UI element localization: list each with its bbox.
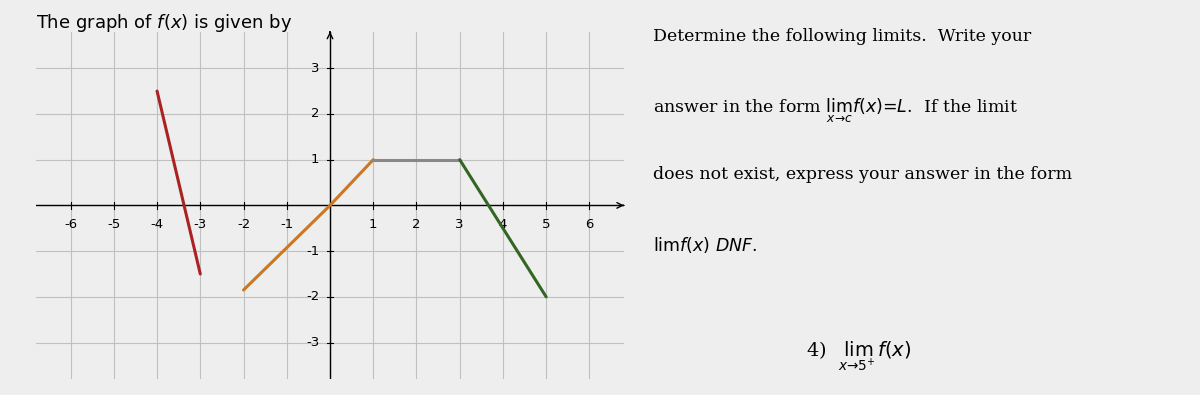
Text: $\lim f(x)\ DNF$.: $\lim f(x)\ DNF$. <box>653 235 757 255</box>
Text: -6: -6 <box>64 218 77 231</box>
Text: -5: -5 <box>107 218 120 231</box>
Text: -1: -1 <box>306 245 319 258</box>
Text: 3: 3 <box>311 62 319 75</box>
Text: 5: 5 <box>542 218 551 231</box>
Text: 4: 4 <box>499 218 508 231</box>
Text: answer in the form $\lim_{x \to c} f(x) = L$.  If the limit: answer in the form $\lim_{x \to c} f(x) … <box>653 97 1018 125</box>
Text: -3: -3 <box>306 336 319 349</box>
Text: 6: 6 <box>586 218 594 231</box>
Text: 2: 2 <box>311 107 319 120</box>
Text: does not exist, express your answer in the form: does not exist, express your answer in t… <box>653 166 1072 183</box>
Text: -2: -2 <box>306 290 319 303</box>
Text: 1: 1 <box>368 218 378 231</box>
Text: -4: -4 <box>150 218 163 231</box>
Text: -1: -1 <box>280 218 293 231</box>
Text: 4)  $\lim_{x \to 5^+} f(x)$: 4) $\lim_{x \to 5^+} f(x)$ <box>806 339 911 372</box>
Text: Determine the following limits.  Write your: Determine the following limits. Write yo… <box>653 28 1031 45</box>
Text: 3: 3 <box>456 218 464 231</box>
Text: The graph of $f(x)$ is given by: The graph of $f(x)$ is given by <box>36 12 293 34</box>
Text: 2: 2 <box>413 218 421 231</box>
Text: -3: -3 <box>193 218 206 231</box>
Text: -2: -2 <box>236 218 250 231</box>
Text: 1: 1 <box>311 153 319 166</box>
